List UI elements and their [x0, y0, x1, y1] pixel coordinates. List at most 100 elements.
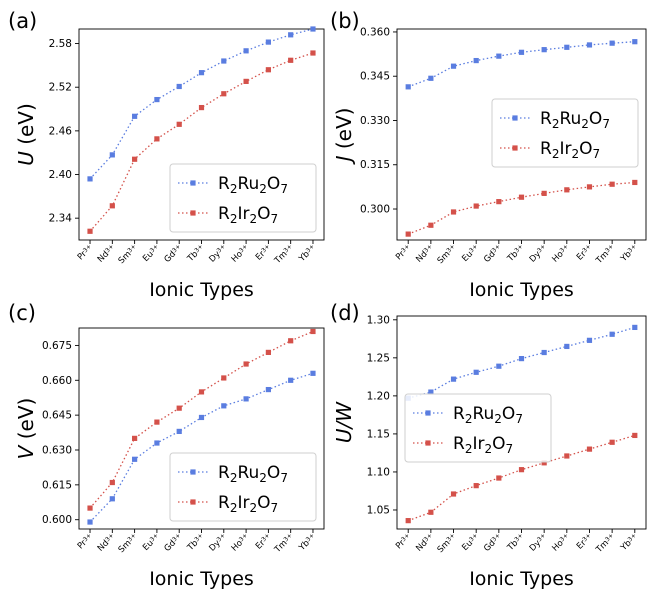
- y-tick-label: 0.330: [360, 115, 390, 127]
- data-point: [541, 190, 547, 196]
- x-tick-label: Tm3+: [272, 243, 296, 267]
- x-tick-label: Nd3+: [414, 532, 436, 554]
- data-point: [198, 70, 205, 76]
- legend-marker: [425, 440, 431, 446]
- data-point: [586, 184, 593, 190]
- data-point: [176, 121, 182, 127]
- legend-marker: [512, 115, 518, 121]
- legend: R2Ru2O7 R2Ir2O7: [169, 163, 317, 233]
- y-tick-label: 1.30: [367, 314, 390, 326]
- data-point: [243, 396, 249, 402]
- series-1: [405, 432, 638, 524]
- data-point: [176, 405, 182, 411]
- y-tick-label: 0.615: [42, 479, 72, 491]
- data-point: [632, 432, 638, 439]
- legend-label: R2Ru2O7: [453, 404, 523, 426]
- x-tick-label: Er3+: [575, 532, 595, 552]
- legend-label: R2Ru2O7: [540, 109, 610, 131]
- x-tick-label: Gd3+: [162, 243, 184, 265]
- data-point: [310, 50, 316, 56]
- x-tick-label: Ho3+: [229, 243, 251, 265]
- x-tick-label: Nd3+: [414, 243, 436, 265]
- data-point: [109, 479, 115, 486]
- panel-d: (d)1.051.101.151.201.251.30Pr3+Nd3+Sm3+E…: [330, 301, 647, 589]
- data-point: [473, 203, 479, 209]
- panel-label: (c): [8, 301, 36, 325]
- y-axis-label: U/W: [332, 401, 356, 443]
- data-point: [405, 518, 411, 524]
- data-point: [154, 440, 160, 446]
- series-line: [408, 326, 635, 399]
- y-tick-label: 2.34: [49, 213, 73, 225]
- x-tick-label: Gd3+: [482, 243, 504, 265]
- data-point: [609, 181, 615, 187]
- y-axis-label: U (eV): [14, 103, 38, 166]
- x-tick-label: Eu3+: [460, 243, 481, 264]
- y-axis-label: J (eV): [332, 108, 356, 166]
- legend-label: R2Ir2O7: [540, 139, 600, 161]
- data-point: [609, 439, 615, 445]
- x-tick-label: Yb3+: [296, 243, 318, 265]
- legend-marker: [425, 410, 431, 416]
- x-tick-label: Pr3+: [394, 532, 414, 552]
- data-point: [132, 113, 138, 119]
- panel-label: (a): [8, 9, 37, 33]
- data-point: [176, 83, 182, 90]
- y-tick-label: 0.345: [360, 71, 390, 83]
- data-point: [87, 505, 93, 511]
- panel-label: (b): [330, 9, 360, 33]
- data-point: [109, 496, 115, 502]
- x-tick-label: Sm3+: [435, 532, 458, 555]
- data-point: [428, 509, 434, 515]
- data-point: [632, 324, 638, 331]
- data-point: [428, 75, 434, 81]
- legend-marker: [190, 469, 196, 475]
- data-point: [496, 199, 502, 205]
- y-tick-label: 2.58: [49, 38, 72, 50]
- x-axis-label: Ionic Types: [469, 568, 574, 589]
- data-point: [310, 328, 316, 335]
- data-point: [310, 26, 316, 32]
- x-tick-label: Yb3+: [618, 243, 640, 265]
- series-line: [407, 41, 635, 88]
- y-tick-label: 0.645: [42, 410, 72, 422]
- series-0: [405, 39, 638, 90]
- legend-marker: [512, 145, 518, 151]
- data-point: [221, 91, 227, 97]
- x-tick-label: Gd3+: [162, 532, 184, 554]
- data-point: [243, 48, 249, 54]
- x-axis-label: Ionic Types: [469, 279, 574, 301]
- data-point: [288, 377, 294, 383]
- legend: R2Ru2O7 R2Ir2O7: [491, 98, 639, 168]
- x-tick-label: Yb3+: [296, 532, 318, 554]
- data-point: [176, 428, 182, 435]
- data-point: [87, 519, 93, 525]
- data-point: [541, 47, 547, 53]
- legend-marker: [190, 499, 196, 505]
- y-tick-label: 2.46: [49, 125, 73, 137]
- data-point: [586, 42, 593, 48]
- x-tick-label: Dy3+: [207, 532, 229, 554]
- data-point: [265, 39, 271, 45]
- x-tick-label: Pr3+: [76, 532, 96, 552]
- data-point: [586, 446, 593, 452]
- data-point: [473, 483, 479, 489]
- x-tick-label: Tb3+: [505, 532, 527, 554]
- y-tick-label: 1.15: [367, 428, 390, 440]
- legend-marker: [190, 210, 196, 216]
- x-tick-label: Yb3+: [618, 532, 640, 554]
- x-tick-label: Eu3+: [460, 532, 481, 553]
- y-tick-label: 0.300: [360, 204, 390, 216]
- y-tick-label: 0.315: [360, 159, 390, 171]
- data-point: [265, 349, 271, 355]
- x-axis-label: Ionic Types: [149, 568, 254, 589]
- data-point: [518, 49, 525, 55]
- x-tick-label: Dy3+: [207, 243, 229, 265]
- data-point: [586, 337, 593, 343]
- x-tick-label: Dy3+: [527, 243, 549, 265]
- data-point: [288, 57, 294, 63]
- data-point: [154, 419, 160, 425]
- x-tick-label: Er3+: [575, 243, 595, 263]
- data-point: [428, 389, 434, 395]
- x-tick-label: Sm3+: [116, 243, 139, 266]
